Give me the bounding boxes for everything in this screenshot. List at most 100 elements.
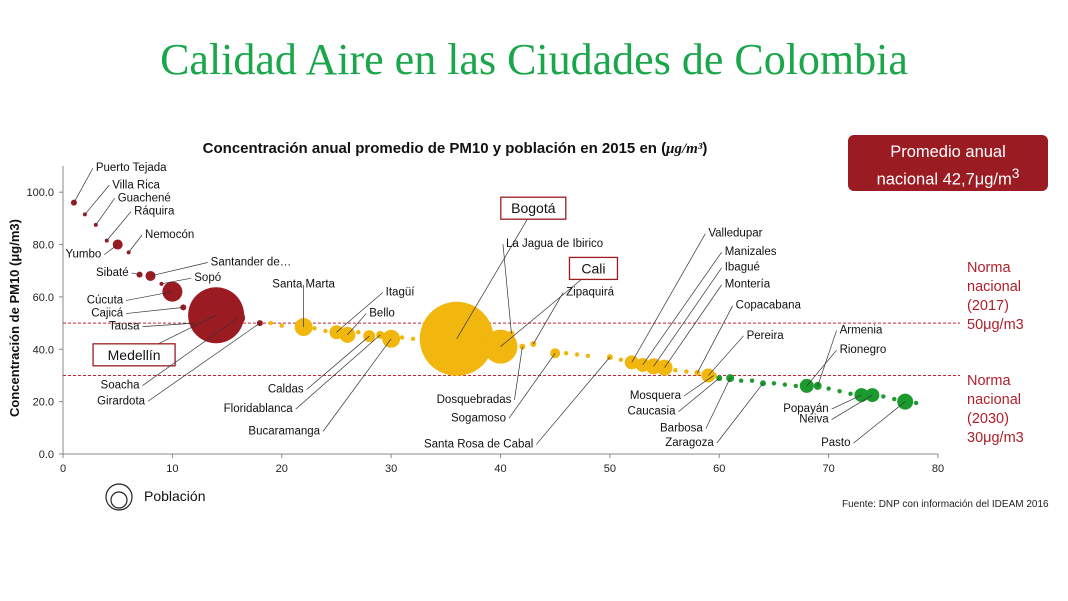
leader-line [84,185,110,215]
city-label: Bucaramanga [248,425,320,437]
leader-line [514,346,523,400]
small-data-point [913,400,919,406]
leader-line [322,338,392,432]
x-tick-label: 20 [276,463,288,475]
leader-line [106,211,132,241]
city-label: Santander de… [211,256,292,268]
leader-line [95,198,115,226]
chart-title: Concentración anual promedio de PM10 y p… [60,140,850,158]
leader-line [653,267,723,367]
national-average-sup: 3 [1011,166,1020,181]
national-average-line1: Promedio anual [890,143,1006,161]
city-label: Copacabana [736,300,802,312]
small-data-point [749,378,755,383]
leader-line [716,383,764,444]
legend-label: Población [144,488,206,504]
small-data-point [848,391,853,396]
city-label: Zipaquirá [566,287,615,299]
leader-line [642,251,723,366]
leader-line [126,307,184,314]
city-label: Ráquira [134,205,175,217]
city-label: Santa Rosa de Cabal [424,438,533,450]
small-data-point [782,382,788,387]
small-data-point [673,368,678,373]
y-tick-label: 40.0 [33,344,54,356]
leader-line [678,377,720,412]
y-tick-label: 20.0 [33,397,54,409]
leader-line [500,269,594,347]
city-label: Bogotá [511,200,556,216]
highlight-box [568,256,619,281]
city-label: Armenia [840,325,883,337]
city-label: Pereira [747,330,785,342]
small-data-point [618,357,624,362]
leader-line [104,244,118,255]
city-label: Sopó [194,272,221,284]
small-data-point [738,378,744,383]
city-label: Sibaté [96,267,129,279]
norm-2017-line: (2017) [967,298,1009,314]
leader-line [126,291,173,301]
leader-line [142,317,239,386]
city-label: Cajicá [91,308,124,320]
small-data-point [356,330,361,335]
leader-line [664,284,723,368]
leader-line [708,335,744,376]
city-label: Tausa [109,321,140,333]
city-label: Girardota [97,395,146,407]
y-axis-label: Concentración de PM10 (μg/m3) [7,219,22,417]
city-label: Floridablanca [224,403,294,415]
leader-line [508,352,556,419]
y-tick-label: 60.0 [33,292,54,304]
small-data-point [399,335,405,340]
source-note: Fuente: DNP con información del IDEAM 20… [842,499,1049,510]
city-label: Mosquera [630,390,682,402]
chart-title-text: Concentración anual promedio de PM10 y p… [202,140,667,157]
y-tick-label: 80.0 [33,240,54,252]
leader-line [631,233,706,363]
city-label: Dosquebradas [437,394,512,406]
norm-2030-label: Norma nacional (2030) 30μg/m3 [967,372,1024,448]
x-tick-label: 0 [60,463,66,475]
city-label: Neiva [799,414,829,426]
city-label: Santa Marta [272,279,335,291]
city-label: Puerto Tejada [96,162,167,174]
city-label: Sogamoso [451,412,506,424]
city-label: Nemocón [145,229,194,241]
city-label: Manizales [725,246,777,258]
norm-2030-line: Norma [967,373,1011,389]
city-label: Pasto [821,437,850,449]
small-data-point [585,353,591,359]
leader-line [128,234,143,253]
leader-line [161,277,192,285]
leader-line [147,322,261,402]
x-tick-label: 40 [494,463,506,475]
leader-line [336,292,383,333]
x-tick-label: 30 [385,463,397,475]
leader-line [817,330,837,387]
city-label: Cali [581,260,605,276]
leader-line [295,334,381,410]
leader-line [683,375,714,397]
small-data-point [323,328,328,334]
leader-line [347,313,367,336]
highlight-box [92,343,176,367]
city-label: Ibagué [725,262,760,274]
small-data-point [574,352,580,357]
small-data-point [268,320,274,326]
national-average-line2: nacional 42,7μg/m3 [848,163,1048,191]
norm-2030-line: (2030) [967,411,1009,427]
city-label: Montería [725,279,771,291]
y-tick-label: 100.0 [26,187,54,199]
small-data-point [563,351,569,356]
leader-line [533,292,564,345]
city-label: Medellín [108,347,161,363]
leader-line [131,272,140,275]
city-label: Yumbo [65,249,101,261]
leader-line [142,322,195,327]
leader-line [697,305,733,373]
chart-title-end: ) [702,140,708,157]
leader-line [831,394,862,410]
norm-2017-line: Norma [967,260,1011,276]
city-label: Caldas [268,383,304,395]
